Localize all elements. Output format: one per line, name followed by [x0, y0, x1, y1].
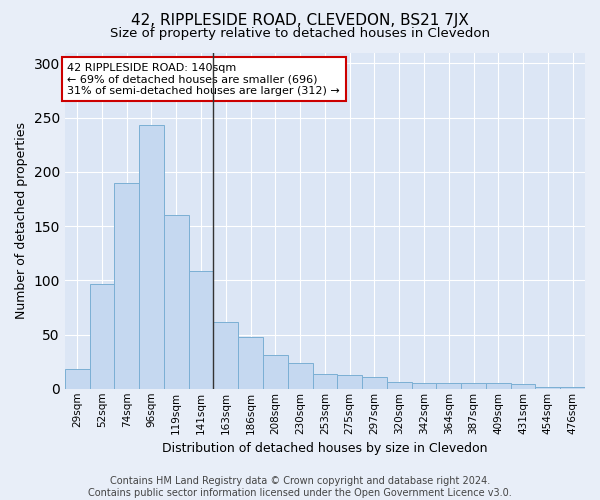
Bar — [89, 284, 115, 389]
Bar — [560, 386, 585, 389]
Bar — [238, 336, 263, 389]
Y-axis label: Number of detached properties: Number of detached properties — [15, 122, 28, 319]
Text: 42 RIPPLESIDE ROAD: 140sqm
← 69% of detached houses are smaller (696)
31% of sem: 42 RIPPLESIDE ROAD: 140sqm ← 69% of deta… — [67, 62, 340, 96]
Bar — [412, 384, 436, 389]
Text: Contains HM Land Registry data © Crown copyright and database right 2024.
Contai: Contains HM Land Registry data © Crown c… — [88, 476, 512, 498]
Bar — [188, 270, 214, 389]
Bar — [387, 382, 412, 389]
Bar — [313, 374, 337, 389]
Bar — [535, 386, 560, 389]
Bar — [362, 377, 387, 389]
Text: Size of property relative to detached houses in Clevedon: Size of property relative to detached ho… — [110, 28, 490, 40]
Bar — [263, 355, 288, 389]
Bar — [214, 322, 238, 389]
Bar — [436, 384, 461, 389]
Bar — [139, 125, 164, 389]
X-axis label: Distribution of detached houses by size in Clevedon: Distribution of detached houses by size … — [162, 442, 488, 455]
Bar — [486, 384, 511, 389]
Bar — [511, 384, 535, 389]
Bar — [164, 215, 188, 389]
Bar — [65, 369, 89, 389]
Bar — [461, 384, 486, 389]
Bar — [115, 182, 139, 389]
Bar — [288, 362, 313, 389]
Text: 42, RIPPLESIDE ROAD, CLEVEDON, BS21 7JX: 42, RIPPLESIDE ROAD, CLEVEDON, BS21 7JX — [131, 12, 469, 28]
Bar — [337, 374, 362, 389]
